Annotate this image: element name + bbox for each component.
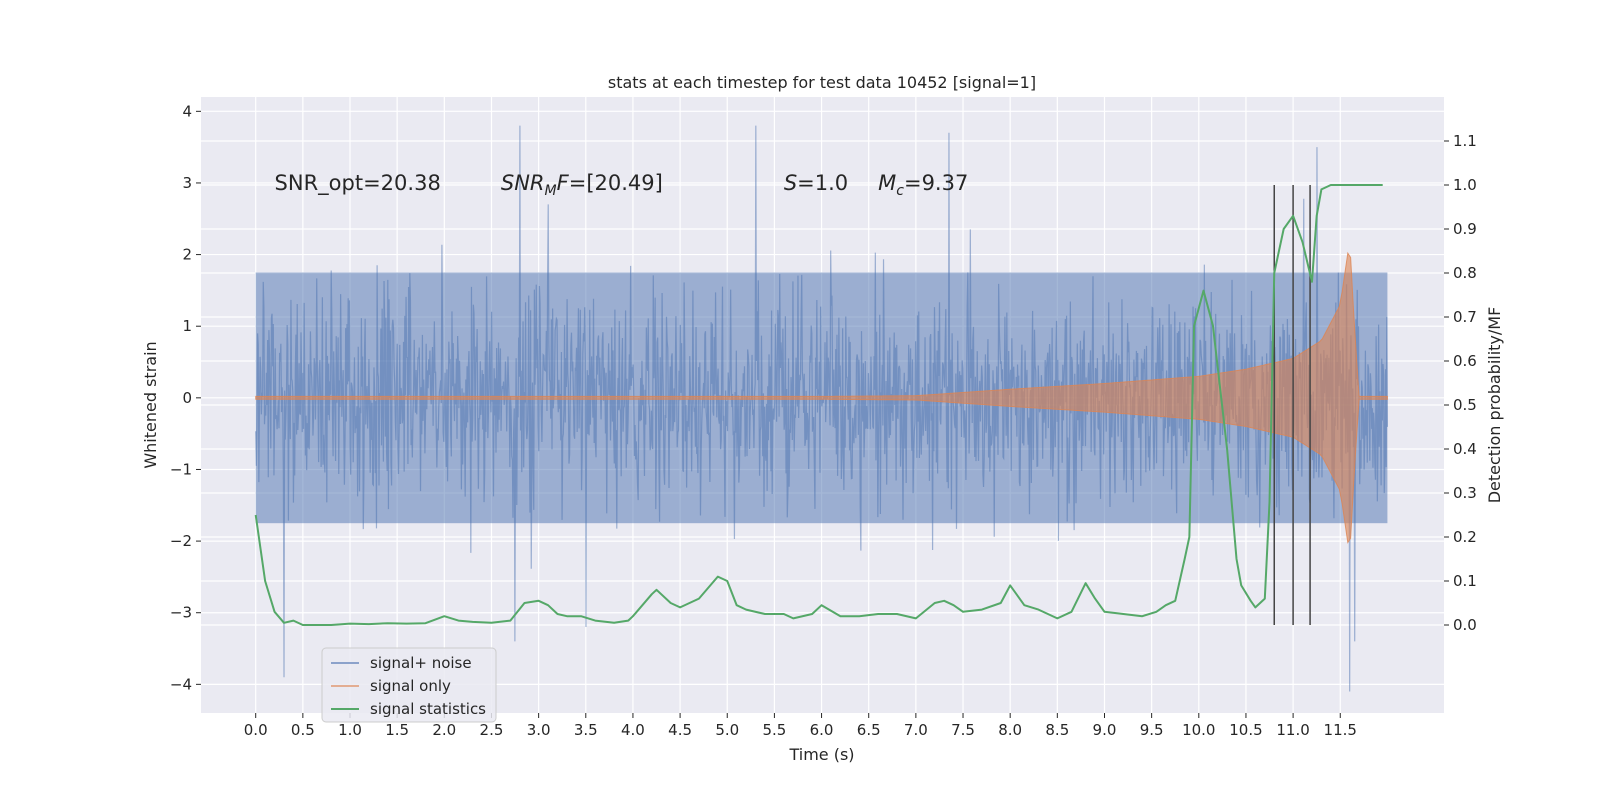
signal-envelope <box>255 251 1388 544</box>
legend: signal+ noise signal only signal statist… <box>321 647 497 723</box>
x-tick-label: 1.5 <box>385 721 409 739</box>
y2-tick-label: 0.7 <box>1453 308 1477 326</box>
x-tick-label: 7.5 <box>951 721 975 739</box>
x-tick-label: 3.0 <box>527 721 551 739</box>
y2-tick-label: 0.8 <box>1453 264 1477 282</box>
x-tick-label: 8.0 <box>998 721 1022 739</box>
series-signal-statistics <box>254 184 1383 626</box>
x-tick-label: 5.0 <box>715 721 739 739</box>
y2-tick-label: 0.9 <box>1453 220 1477 238</box>
chart-title: stats at each timestep for test data 104… <box>608 73 1036 92</box>
y-tick-label: 1 <box>182 317 192 335</box>
x-tick-label: 10.5 <box>1229 721 1262 739</box>
annotation-snr-opt: SNR_opt=20.38 <box>275 171 441 196</box>
annotation-snr-mf: SNRMF=[20.49] <box>501 171 663 199</box>
y2-tick-label: 1.1 <box>1453 132 1477 150</box>
annotations: SNR_opt=20.38 SNRMF=[20.49] S=1.0 Mc=9.37 <box>275 171 969 199</box>
x-tick-label: 1.0 <box>338 721 362 739</box>
x-tick-label: 0.0 <box>244 721 268 739</box>
legend-label-signal-only: signal only <box>370 677 451 695</box>
y2-tick-label: 0.3 <box>1453 484 1477 502</box>
y-tick-label: 3 <box>182 174 192 192</box>
y2-tick-label: 0.4 <box>1453 440 1477 458</box>
x-tick-label: 2.0 <box>432 721 456 739</box>
y-axis-ticks: 4 3 2 1 0 −1 −2 −3 −4 <box>170 102 201 693</box>
x-tick-label: 4.5 <box>668 721 692 739</box>
y-tick-label: 2 <box>182 246 192 264</box>
x-tick-label: 7.0 <box>904 721 928 739</box>
y-tick-label: −4 <box>170 675 192 693</box>
x-tick-label: 5.5 <box>762 721 786 739</box>
y2-axis-ticks: 1.1 1.0 0.9 0.8 0.7 0.6 0.5 0.4 0.3 0.2 0.1 0.0 <box>1444 132 1477 634</box>
x-axis-title: Time (s) <box>788 745 854 764</box>
x-tick-label: 9.0 <box>1093 721 1117 739</box>
x-tick-label: 11.0 <box>1276 721 1309 739</box>
legend-box <box>321 647 497 723</box>
series-signal-only <box>255 251 1388 544</box>
x-tick-label: 3.5 <box>574 721 598 739</box>
annotation-chirp-mass: Mc=9.37 <box>878 171 968 199</box>
y2-tick-label: 0.2 <box>1453 528 1477 546</box>
x-tick-label: 11.5 <box>1324 721 1357 739</box>
y2-tick-label: 0.0 <box>1453 616 1477 634</box>
y-tick-label: −2 <box>170 532 192 550</box>
x-tick-label: 9.5 <box>1140 721 1164 739</box>
x-axis-ticks: 0.0 0.5 1.0 1.5 2.0 2.5 3.0 3.5 4.0 4.5 5.0 5.5 6.0 6… <box>244 713 1357 739</box>
y-tick-label: −3 <box>170 604 192 622</box>
x-tick-label: 6.0 <box>810 721 834 739</box>
legend-label-signal-noise: signal+ noise <box>370 654 472 672</box>
y-axis-title: Whitened strain <box>141 341 160 468</box>
y2-tick-label: 1.0 <box>1453 176 1477 194</box>
y-tick-label: 4 <box>182 102 192 120</box>
y2-tick-label: 0.6 <box>1453 352 1477 370</box>
x-tick-label: 8.5 <box>1045 721 1069 739</box>
y2-axis-title: Detection probability/MF <box>1485 307 1504 504</box>
detection-vlines <box>1273 185 1311 625</box>
y-tick-label: −1 <box>170 460 192 478</box>
annotation-s-value: S=1.0 <box>784 171 848 195</box>
y2-tick-label: 0.5 <box>1453 396 1477 414</box>
y2-tick-label: 0.1 <box>1453 572 1477 590</box>
x-tick-label: 2.5 <box>480 721 504 739</box>
x-tick-label: 0.5 <box>291 721 315 739</box>
y-tick-label: 0 <box>182 389 192 407</box>
x-tick-label: 4.0 <box>621 721 645 739</box>
x-tick-label: 6.5 <box>857 721 881 739</box>
stats-line <box>254 184 1383 626</box>
x-tick-label: 10.0 <box>1182 721 1215 739</box>
legend-label-signal-statistics: signal statistics <box>370 700 486 718</box>
